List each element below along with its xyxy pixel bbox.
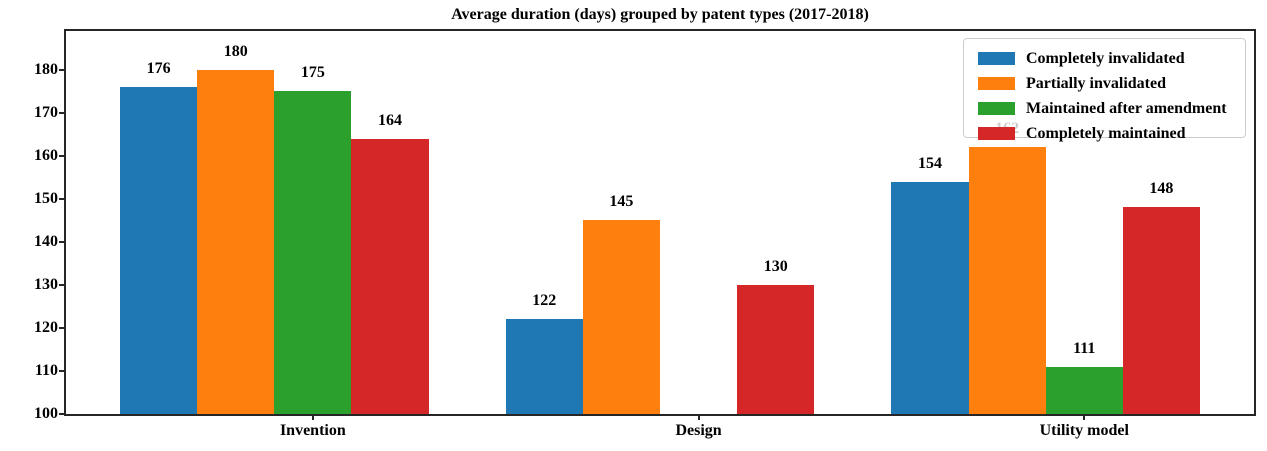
legend-swatch: [978, 77, 1015, 90]
y-tick-label: 120: [34, 318, 58, 336]
x-tick-mark: [311, 414, 314, 420]
bar-value-label: 122: [532, 292, 557, 310]
bar-value-label: 148: [1149, 180, 1174, 198]
y-tick-mark: [59, 154, 64, 157]
bar: [891, 181, 969, 414]
bar-value-label: 180: [223, 42, 248, 60]
bar: [351, 138, 429, 414]
y-tick-label: 110: [34, 361, 58, 379]
bar-value-label: 175: [300, 64, 325, 82]
y-tick-label: 160: [34, 146, 58, 164]
y-tick-mark: [59, 68, 64, 71]
bar: [197, 69, 275, 414]
legend-label: Completely maintained: [1026, 124, 1186, 142]
legend-label: Partially invalidated: [1026, 74, 1166, 92]
bar: [582, 220, 660, 414]
y-tick-label: 180: [34, 60, 58, 78]
legend-swatch: [978, 127, 1015, 140]
bar: [120, 86, 198, 414]
x-tick-label: Design: [675, 422, 722, 439]
bar-value-label: 176: [146, 59, 171, 77]
y-tick-label: 150: [34, 189, 58, 207]
chart-title: Average duration (days) grouped by paten…: [451, 6, 869, 23]
bar-value-label: 154: [918, 154, 942, 172]
x-tick-label: Utility model: [1039, 422, 1129, 439]
bar: [737, 284, 815, 414]
x-tick-mark: [1083, 414, 1086, 420]
bar-value-label: 130: [763, 257, 788, 275]
legend-swatch: [978, 52, 1015, 65]
y-tick-label: 130: [34, 275, 58, 293]
bar-value-label: 111: [1073, 339, 1096, 357]
bar: [968, 147, 1046, 414]
y-tick-mark: [59, 283, 64, 286]
bar-value-label: 164: [378, 111, 402, 129]
bar: [274, 91, 352, 414]
y-tick-mark: [59, 369, 64, 372]
legend-item: Maintained after amendment: [978, 96, 1235, 121]
bar-value-label: 145: [609, 193, 634, 211]
bar: [1122, 207, 1200, 414]
x-tick-mark: [697, 414, 700, 420]
legend-item: Completely maintained: [978, 121, 1235, 146]
y-tick-label: 100: [34, 405, 58, 422]
y-tick-mark: [59, 111, 64, 114]
y-tick-mark: [59, 326, 64, 329]
y-tick-label: 140: [34, 232, 58, 250]
legend: Completely invalidated Partially invalida…: [963, 38, 1246, 142]
legend-label: Completely invalidated: [1026, 49, 1185, 67]
y-tick-label: 170: [34, 103, 58, 121]
legend-label: Maintained after amendment: [1026, 99, 1227, 117]
x-tick-label: Invention: [279, 422, 346, 439]
bar: [505, 319, 583, 414]
y-tick-mark: [59, 240, 64, 243]
bar: [1045, 366, 1123, 414]
y-tick-mark: [59, 413, 64, 415]
legend-swatch: [978, 102, 1015, 115]
legend-item: Completely invalidated: [978, 46, 1235, 71]
y-tick-mark: [59, 197, 64, 200]
legend-item: Partially invalidated: [978, 71, 1235, 96]
